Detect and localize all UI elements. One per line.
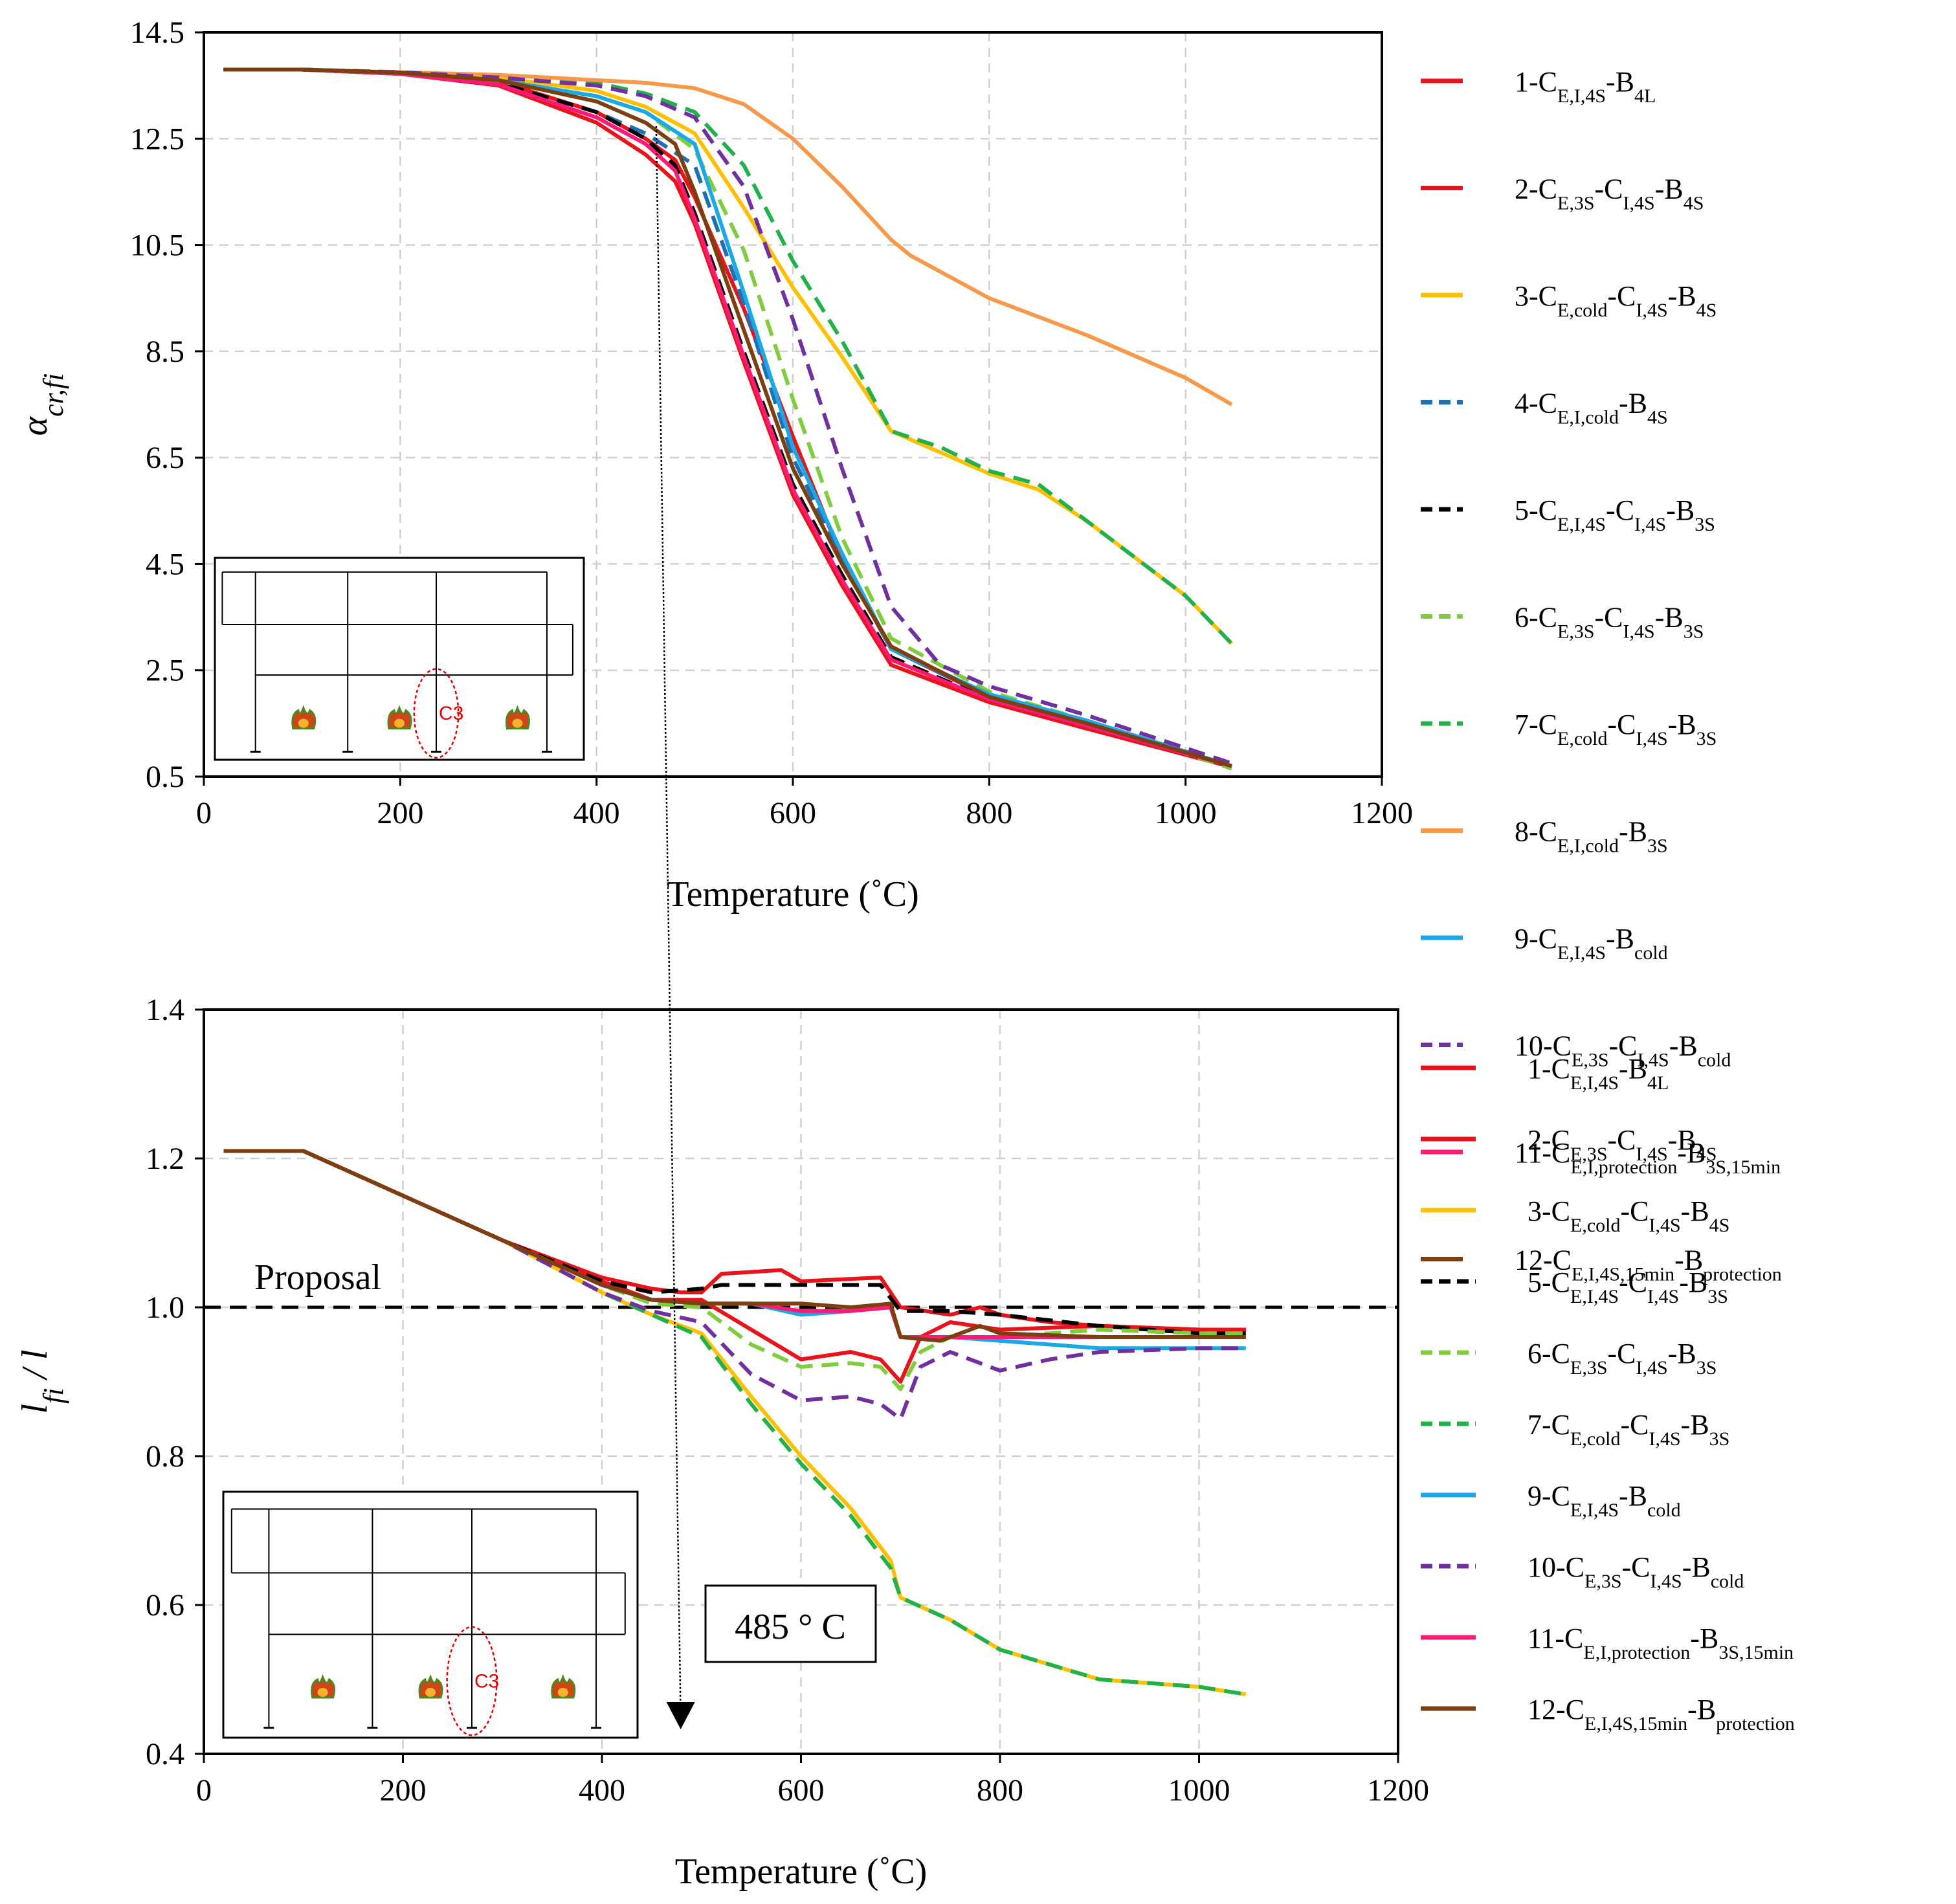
series-line-11 [223, 67, 1232, 768]
proposal-label: Proposal [254, 1257, 381, 1298]
series-line-9 [223, 1149, 1246, 1339]
series-group [223, 67, 1234, 771]
y-tick-label: 1.0 [146, 1290, 184, 1325]
y-tick-label: 10.5 [130, 228, 184, 263]
legend: 1-CE,I,4S-B4L 2-CE,3S-CI,4S-B4S 3-CE,cold-… [1421, 66, 1782, 1285]
legend-label: 5-CE,I,4S-CI,4S-B3S [1515, 494, 1715, 535]
x-tick-label: 1200 [1351, 796, 1413, 830]
y-axis-label: αcr,fi [15, 373, 69, 436]
x-tick-label: 200 [377, 796, 423, 830]
x-tick-label: 800 [977, 1773, 1023, 1808]
legend-label: 10-CE,3S-CI,4S-Bcold [1515, 1030, 1731, 1071]
legend-label: 1-CE,I,4S-B4L [1528, 1053, 1669, 1094]
fire-icon [291, 705, 317, 730]
legend-label: 11-CE,I,protection-B3S,15min [1515, 1137, 1781, 1178]
legend-label: 12-CE,I,4S,15min-Bprotection [1515, 1245, 1782, 1285]
series-line-5 [223, 1149, 1246, 1391]
y-tick-label: 1.4 [146, 993, 184, 1027]
legend-label: 9-CE,I,4S-Bcold [1515, 923, 1668, 964]
legend-label: 2-CE,3S-CI,4S-B4S [1515, 173, 1704, 214]
y-tick-label: 0.6 [146, 1588, 184, 1622]
legend-label: 5-CE,I,4S-CI,4S-B3S [1528, 1267, 1728, 1307]
legend-label: 8-CE,I,cold-B3S [1515, 816, 1668, 857]
x-tick-label: 600 [770, 796, 816, 830]
legend-label: 7-CE,cold-CI,4S-B3S [1528, 1409, 1729, 1450]
legend-label: 3-CE,cold-CI,4S-B4S [1528, 1195, 1729, 1236]
c3-highlight [446, 1626, 498, 1736]
x-tick-label: 800 [966, 796, 1012, 830]
inset-border [214, 557, 585, 761]
c3-highlight [413, 668, 460, 759]
series-line-10 [223, 1149, 1246, 1343]
x-axis-label: Temperature (˚C) [675, 1852, 927, 1892]
y-tick-label: 0.4 [146, 1737, 184, 1771]
legend-label: 2-CE,3S-CI,4S-B4S [1528, 1124, 1717, 1165]
inset-frame-diagram: C3 [214, 557, 585, 761]
fire-icon [418, 1674, 443, 1699]
inset-frame-diagram: C3 [222, 1490, 639, 1739]
legend-label: 9-CE,I,4S-Bcold [1528, 1480, 1681, 1521]
y-tick-label: 4.5 [146, 547, 184, 581]
y-tick-label: 6.5 [146, 441, 184, 475]
fire-icon [311, 1674, 336, 1699]
x-tick-label: 1000 [1168, 1773, 1230, 1808]
plot-frame [203, 31, 1383, 778]
legend-label: 7-CE,cold-CI,4S-B3S [1515, 709, 1717, 749]
y-axis-label: lfi / l [15, 1349, 69, 1413]
c3-label: C3 [474, 1671, 499, 1692]
series-group [223, 1149, 1247, 1696]
legend-label: 4-CE,I,cold-B4S [1515, 388, 1668, 428]
x-tick-label: 600 [778, 1773, 825, 1808]
y-tick-label: 0.5 [146, 760, 184, 794]
y-tick-label: 8.5 [146, 335, 184, 369]
y-tick-label: 1.2 [146, 1142, 184, 1176]
series-line-8 [223, 67, 1233, 406]
plot-frame [203, 1008, 1399, 1755]
x-axis-label: Temperature (˚C) [667, 874, 918, 914]
temperature-arrow [655, 126, 687, 1718]
legend-label: 3-CE,cold-CI,4S-B4S [1515, 280, 1717, 321]
legend-label: 6-CE,3S-CI,4S-B3S [1515, 602, 1704, 643]
fire-icon [505, 705, 530, 730]
legend-label: 10-CE,3S-CI,4S-Bcold [1528, 1551, 1744, 1592]
legend: 1-CE,I,4S-B4L 2-CE,3S-CI,4S-B4S 3-CE,cold-… [1421, 1053, 1795, 1734]
fire-icon [387, 705, 412, 730]
x-tick-label: 400 [579, 1773, 625, 1808]
inset-border [222, 1490, 639, 1739]
legend-label: 11-CE,I,protection-B3S,15min [1528, 1622, 1794, 1663]
series-line-12 [223, 67, 1232, 768]
y-tick-label: 0.8 [146, 1439, 184, 1474]
fire-icon [551, 1674, 576, 1699]
x-tick-label: 1200 [1367, 1773, 1429, 1808]
alpha-cr-fi-chart: 0 200 400 600 800 1000 1200 0.5 2.5 4.5 6.5 8.5 10.5… [15, 16, 1782, 1285]
annotation-label: 485 ° C [735, 1607, 846, 1647]
legend-label: 6-CE,3S-CI,4S-B3S [1528, 1338, 1717, 1378]
arrowhead-icon [666, 1702, 695, 1729]
x-tick-label: 400 [573, 796, 620, 830]
y-tick-label: 2.5 [146, 654, 184, 688]
annotation-box [704, 1584, 877, 1663]
length-ratio-chart: 0 200 400 600 800 1000 1200 0.4 0.6 0.8 1.0 1.2 1.4 T… [15, 993, 1795, 1892]
c3-label: C3 [439, 703, 463, 724]
y-tick-label: 12.5 [130, 122, 184, 156]
x-tick-label: 1000 [1155, 796, 1217, 830]
legend-label: 12-CE,I,4S,15min-Bprotection [1528, 1694, 1795, 1734]
x-tick-label: 0 [196, 1773, 212, 1808]
x-tick-label: 0 [196, 796, 212, 830]
legend-label: 1-CE,I,4S-B4L [1515, 66, 1656, 107]
y-tick-label: 14.5 [130, 16, 184, 50]
x-tick-label: 200 [380, 1773, 427, 1808]
